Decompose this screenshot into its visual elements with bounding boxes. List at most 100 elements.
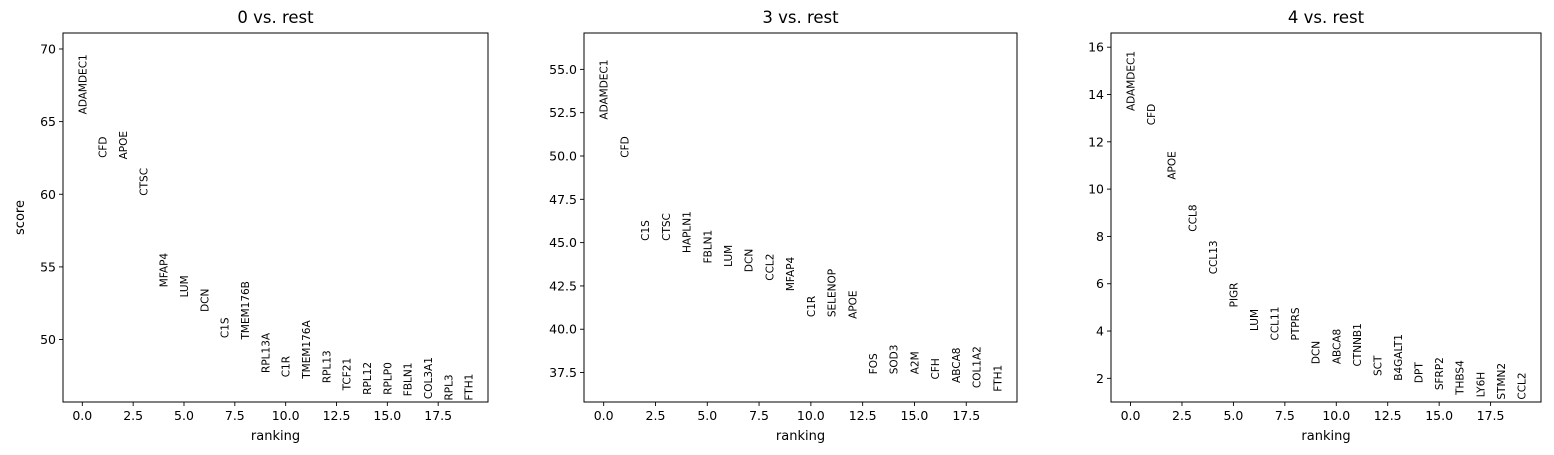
y-tick-label: 4 [1096, 324, 1104, 339]
x-tick-label: 15.0 [1425, 408, 1453, 423]
gene-label-ly6h: LY6H [1475, 372, 1487, 397]
x-tick-label: 7.5 [1275, 408, 1295, 423]
gene-label-thbs4: THBS4 [1455, 360, 1467, 396]
gene-label-dcn: DCN [1311, 341, 1323, 364]
gene-label-abca8: ABCA8 [1331, 329, 1343, 364]
x-tick-label: 10.0 [1322, 408, 1350, 423]
x-tick-label: 0.0 [72, 408, 92, 423]
y-tick-label: 14 [1088, 87, 1104, 102]
gene-label-rpl3: RPL3 [443, 374, 455, 400]
y-tick-label: 10 [1088, 182, 1104, 197]
gene-label-ccl11: CCL11 [1270, 307, 1282, 341]
y-tick-label: 2 [1096, 371, 1104, 386]
gene-label-a2m: A2M [909, 351, 921, 374]
x-axis-label: ranking [776, 429, 825, 444]
x-tick-label: 10.0 [272, 408, 300, 423]
chart-title: 0 vs. rest [237, 8, 314, 27]
gene-label-cfd: CFD [619, 136, 631, 157]
x-tick-label: 10.0 [797, 408, 825, 423]
gene-label-selenop: SELENOP [827, 269, 839, 317]
x-tick-label: 12.5 [1374, 408, 1402, 423]
axes-frame [583, 32, 1018, 403]
chart-panel-0: 0.0 2.5 5.0 7.5 10.0 12.5 15.0 17.5 50 55 60 65 70 0 … [13, 8, 489, 444]
gene-label-fbln1: FBLN1 [403, 363, 415, 397]
gene-label-c1r: C1R [281, 356, 293, 377]
x-tick-label: 7.5 [749, 408, 769, 423]
gene-label-pigr: PIGR [1228, 283, 1240, 308]
gene-label-rpl13: RPL13 [321, 350, 333, 383]
y-tick-label: 40.0 [549, 322, 577, 337]
x-tick-label: 17.5 [1477, 408, 1505, 423]
gene-label-dcn: DCN [744, 249, 756, 272]
gene-label-tcf21: TCF21 [342, 358, 354, 392]
chart-panel-1: 0.0 2.5 5.0 7.5 10.0 12.5 15.0 17.5 37.5 40.0 42.5… [549, 8, 1018, 444]
x-tick-label: 2.5 [1172, 408, 1192, 423]
y-tick-label: 45.0 [549, 235, 577, 250]
gene-label-dpt: DPT [1414, 362, 1426, 383]
y-tick-label: 55 [40, 259, 56, 274]
gene-label-hapln1: HAPLN1 [682, 211, 694, 253]
y-tick-label: 50 [40, 332, 56, 347]
gene-label-ccl2: CCL2 [1516, 372, 1528, 399]
y-tick-label: 6 [1096, 276, 1104, 291]
gene-label-col1a2: COL1A2 [972, 346, 984, 388]
gene-label-c1s: C1S [640, 220, 652, 241]
chart-title: 4 vs. rest [1288, 8, 1365, 27]
y-tick-label: 52.5 [549, 105, 577, 120]
x-tick-label: 12.5 [323, 408, 351, 423]
gene-label-adamdec1: ADAMDEC1 [77, 54, 89, 114]
x-tick-label: 2.5 [646, 408, 666, 423]
x-tick-label: 2.5 [123, 408, 143, 423]
gene-label-rplp0: RPLP0 [382, 362, 394, 395]
gene-label-fbln1: FBLN1 [702, 230, 714, 264]
gene-label-c1s: C1S [220, 317, 232, 338]
gene-label-mfap4: MFAP4 [785, 256, 797, 291]
gene-label-sct: SCT [1372, 355, 1384, 376]
gene-label-ptprs: PTPRS [1290, 307, 1302, 340]
gene-label-tmem176b: TMEM176B [240, 281, 252, 340]
chart-title: 3 vs. rest [762, 8, 839, 27]
x-tick-label: 0.0 [1121, 408, 1141, 423]
axes-frame [1110, 32, 1542, 403]
y-tick-label: 65 [40, 114, 56, 129]
x-tick-label: 15.0 [373, 408, 401, 423]
chart-panel-2: 0.0 2.5 5.0 7.5 10.0 12.5 15.0 17.5 2 4 6 8 10 12 14 16… [1088, 8, 1542, 444]
gene-label-lum: LUM [1249, 309, 1261, 331]
y-tick-label: 8 [1096, 229, 1104, 244]
gene-label-ctsc: CTSC [138, 168, 150, 196]
x-tick-label: 7.5 [225, 408, 245, 423]
x-tick-label: 0.0 [594, 408, 614, 423]
gene-label-cfd: CFD [98, 136, 110, 157]
y-tick-label: 60 [40, 187, 56, 202]
y-axis-label: score [13, 200, 28, 235]
gene-label-lum: LUM [723, 245, 735, 267]
x-tick-label: 5.0 [174, 408, 194, 423]
gene-label-ccl13: CCL13 [1208, 240, 1220, 274]
gene-label-c1r: C1R [806, 296, 818, 317]
gene-label-adamdec1: ADAMDEC1 [599, 60, 611, 120]
gene-label-col3a1: COL3A1 [423, 357, 435, 399]
gene-label-sfrp2: SFRP2 [1434, 357, 1446, 390]
axes-frame [62, 32, 489, 403]
gene-label-fos: FOS [868, 353, 880, 374]
gene-label-cfh: CFH [930, 358, 942, 379]
gene-label-stmn2: STMN2 [1496, 363, 1508, 400]
gene-label-b4galt1: B4GALT1 [1393, 334, 1405, 381]
gene-label-abca8: ABCA8 [951, 348, 963, 383]
y-tick-label: 16 [1088, 40, 1104, 55]
x-tick-label: 15.0 [901, 408, 929, 423]
y-tick-label: 70 [40, 41, 56, 56]
y-tick-label: 37.5 [549, 365, 577, 380]
gene-label-lum: LUM [179, 275, 191, 297]
x-tick-label: 5.0 [1223, 408, 1243, 423]
y-tick-label: 12 [1088, 134, 1104, 149]
x-tick-label: 5.0 [697, 408, 717, 423]
gene-label-ctsc: CTSC [661, 213, 673, 241]
gene-label-dcn: DCN [199, 289, 211, 312]
gene-label-ccl2: CCL2 [764, 254, 776, 281]
x-tick-label: 17.5 [952, 408, 980, 423]
gene-label-sod3: SOD3 [889, 345, 901, 375]
gene-label-apoe: APOE [847, 290, 859, 318]
gene-label-tmem176a: TMEM176A [301, 320, 313, 380]
gene-label-apoe: APOE [1167, 151, 1179, 179]
